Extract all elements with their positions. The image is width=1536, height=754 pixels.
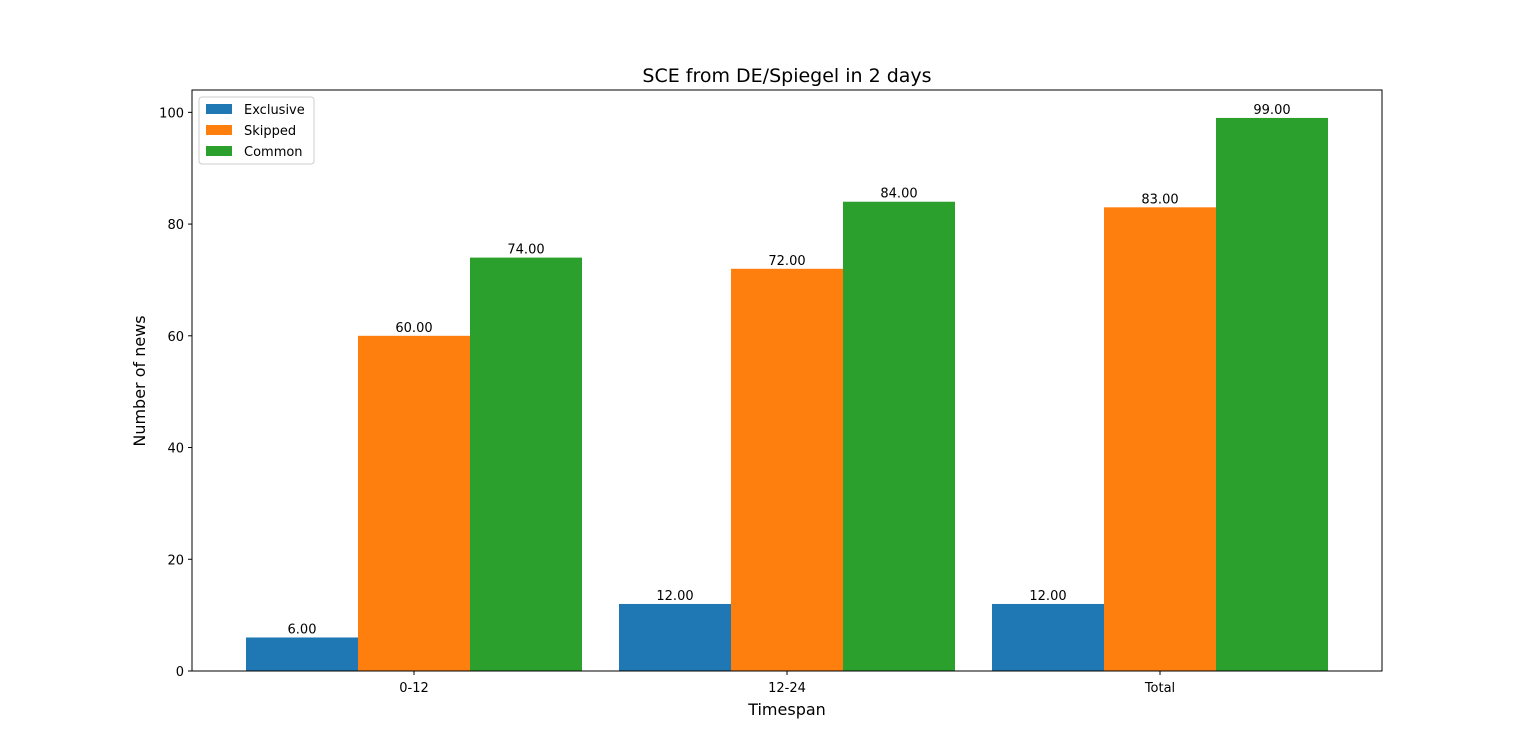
data-label-common-2: 99.00 [1253, 103, 1290, 118]
x-tick-label: 12-24 [768, 681, 806, 696]
bar-labels-layer: 6.00 60.00 74.00 12.00 72.00 84.00 12.00 83.00 9… [288, 103, 1291, 638]
x-axis: 0-12 12-24 Total [399, 671, 1175, 696]
bars-layer [246, 117, 1328, 672]
chart-title: SCE from DE/Spiegel in 2 days [642, 65, 931, 87]
y-tick-label: 60 [167, 330, 184, 345]
bar-exclusive-1 [619, 603, 731, 671]
data-label-exclusive-0: 6.00 [288, 622, 317, 637]
legend-swatch-exclusive [206, 104, 232, 114]
y-tick-label: 20 [167, 553, 184, 568]
bar-exclusive-2 [992, 603, 1104, 671]
y-tick-label: 0 [176, 665, 184, 680]
legend-swatch-skipped [206, 125, 232, 135]
legend-label-common: Common [244, 145, 303, 160]
data-label-exclusive-1: 12.00 [656, 589, 693, 604]
y-axis-label: Number of news [130, 315, 149, 446]
data-label-common-1: 84.00 [880, 187, 917, 202]
data-label-exclusive-2: 12.00 [1029, 589, 1066, 604]
data-label-skipped-2: 83.00 [1141, 192, 1178, 207]
legend: Exclusive Skipped Common [198, 96, 315, 165]
x-tick-label: 0-12 [399, 681, 429, 696]
data-label-skipped-1: 72.00 [768, 254, 805, 269]
bar-common-2 [1216, 117, 1328, 672]
bar-skipped-2 [1104, 207, 1216, 671]
legend-label-skipped: Skipped [244, 124, 296, 139]
x-axis-label: Timespan [747, 700, 826, 719]
bar-common-0 [470, 257, 582, 671]
data-label-common-0: 74.00 [507, 243, 544, 258]
x-tick-label: Total [1144, 681, 1175, 696]
y-axis: 0 20 40 60 80 100 [159, 106, 192, 680]
bar-common-1 [843, 201, 955, 671]
bar-skipped-1 [731, 268, 843, 671]
bar-exclusive-0 [246, 637, 358, 671]
data-label-skipped-0: 60.00 [395, 321, 432, 336]
legend-label-exclusive: Exclusive [244, 103, 305, 118]
y-tick-label: 40 [167, 442, 184, 457]
y-tick-label: 100 [159, 106, 184, 121]
legend-swatch-common [206, 146, 232, 156]
y-tick-label: 80 [167, 218, 184, 233]
bar-skipped-0 [358, 335, 470, 671]
